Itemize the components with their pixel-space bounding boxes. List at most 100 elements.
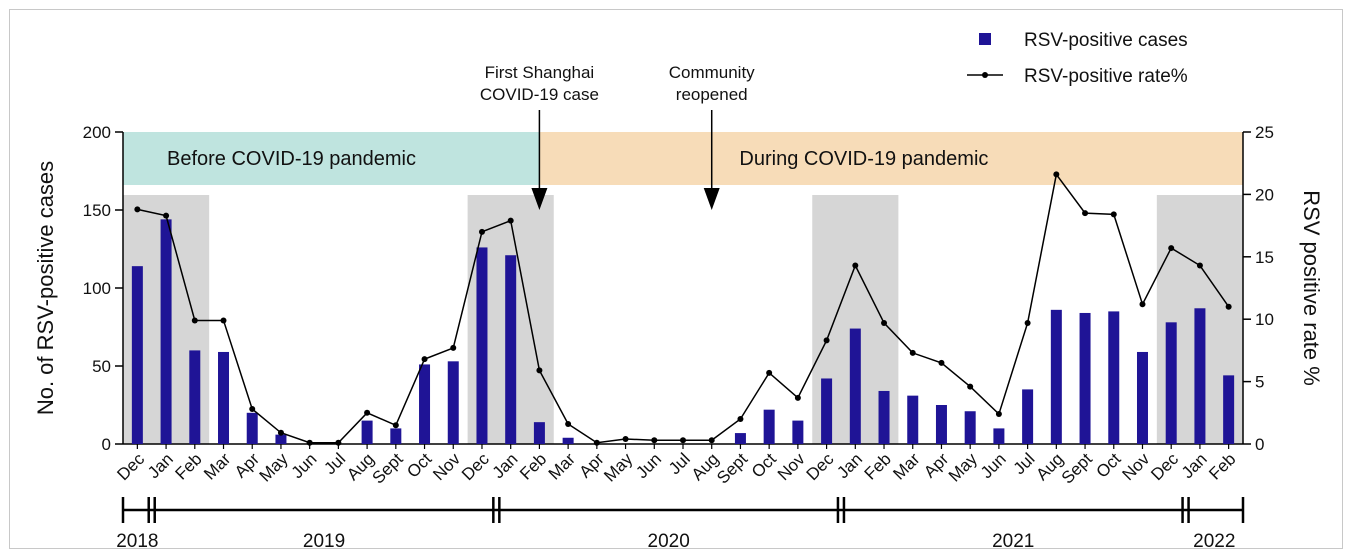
annotation-text: First Shanghai [485, 63, 595, 82]
rate-point [220, 317, 227, 324]
rate-point [507, 217, 514, 224]
rate-point [1139, 301, 1146, 308]
rate-point [421, 356, 428, 363]
bar [1079, 312, 1091, 444]
rate-point [1168, 245, 1175, 252]
rate-point [1082, 210, 1089, 217]
rate-point [593, 439, 600, 446]
bar [907, 395, 919, 444]
x-tick-label: May [256, 449, 292, 485]
bar [189, 350, 201, 444]
rate-point [134, 206, 141, 213]
x-tick-label: Sept [368, 449, 406, 487]
x-tick-label: Jun [288, 449, 321, 482]
x-tick-label: Nov [1119, 449, 1154, 484]
x-tick-label: Feb [516, 449, 550, 483]
x-tick-label: Oct [1092, 449, 1124, 481]
x-tick-label: Sept [713, 449, 751, 487]
legend-label-bar: RSV-positive cases [1024, 30, 1188, 51]
rate-point [1225, 303, 1232, 310]
rate-point [651, 437, 658, 444]
year-label: 2020 [648, 531, 690, 551]
bar [505, 255, 517, 444]
rate-point [163, 212, 170, 219]
x-tick-label: May [600, 449, 636, 485]
rate-point [335, 439, 342, 446]
bar [447, 361, 459, 444]
legend-label-line: RSV-positive rate% [1024, 66, 1188, 87]
bar [1108, 311, 1120, 444]
bar [935, 405, 947, 444]
rate-point [881, 319, 888, 326]
legend-swatch-point [982, 72, 988, 78]
rate-point [1110, 211, 1117, 218]
annotation-arrowhead [531, 188, 548, 210]
x-tick-label: Feb [861, 449, 895, 483]
bar [160, 219, 172, 444]
bar [419, 364, 431, 444]
legend-swatch-bar [979, 33, 991, 45]
rate-point [364, 409, 371, 416]
annotation-text: reopened [676, 85, 748, 104]
x-tick-label: Dec [803, 449, 838, 484]
x-tick-label: Mar [200, 449, 234, 483]
rate-point [967, 383, 974, 390]
rate-point [708, 437, 715, 444]
bar [562, 437, 574, 444]
bar [792, 420, 804, 444]
y2-tick-label: 5 [1255, 373, 1264, 392]
bar [361, 420, 373, 444]
rate-point [1196, 262, 1203, 269]
y2-tick-label: 25 [1255, 123, 1274, 142]
banner-label-0: Before COVID-19 pandemic [167, 148, 416, 170]
rate-point [306, 439, 313, 446]
y-axis-title: No. of RSV-positive cases [33, 161, 58, 415]
banner-label-1: During COVID-19 pandemic [739, 148, 988, 170]
x-tick-label: May [945, 449, 981, 485]
y-tick-label: 50 [92, 357, 111, 376]
year-label: 2018 [116, 531, 158, 551]
annotation-text: Community [669, 63, 755, 82]
rate-point [995, 411, 1002, 418]
bar [763, 409, 775, 444]
rate-point [478, 228, 485, 235]
year-label: 2022 [1193, 531, 1235, 551]
x-tick-label: Dec [113, 449, 148, 484]
rate-line [137, 172, 1230, 444]
banner-before [123, 132, 540, 185]
rate-point [392, 422, 399, 429]
x-tick-label: Apr [576, 449, 608, 481]
x-tick-label: Sept [1058, 449, 1096, 487]
y2-tick-label: 0 [1255, 435, 1264, 454]
y2-axis-title: RSV positive rate % [1299, 190, 1324, 386]
rate-point [680, 437, 686, 444]
rate-point [938, 359, 945, 366]
bar [1165, 322, 1177, 444]
y2-tick-label: 20 [1255, 185, 1274, 204]
rate-point [191, 317, 198, 324]
y-tick-label: 0 [102, 435, 111, 454]
x-tick-label: Oct [748, 449, 780, 481]
rate-point [823, 337, 830, 344]
x-tick-label: Mar [545, 449, 579, 483]
rate-point [1024, 319, 1031, 326]
x-tick-label: Jan [144, 449, 177, 482]
bar [993, 428, 1005, 444]
rate-point [536, 367, 543, 374]
x-tick-label: Nov [774, 449, 809, 484]
bar [476, 247, 488, 444]
bar [246, 412, 258, 444]
bar [131, 266, 143, 444]
x-tick-label: Nov [429, 449, 464, 484]
x-tick-label: Dec [458, 449, 493, 484]
figure-frame [9, 9, 1343, 549]
bar [533, 422, 545, 444]
bar [821, 378, 833, 444]
x-tick-label: Apr [920, 449, 952, 481]
rate-point [622, 436, 629, 443]
x-tick-label: Feb [1205, 449, 1239, 483]
x-tick-label: Jan [1178, 449, 1211, 482]
rate-point [909, 349, 916, 356]
x-tick-label: Jan [489, 449, 522, 482]
